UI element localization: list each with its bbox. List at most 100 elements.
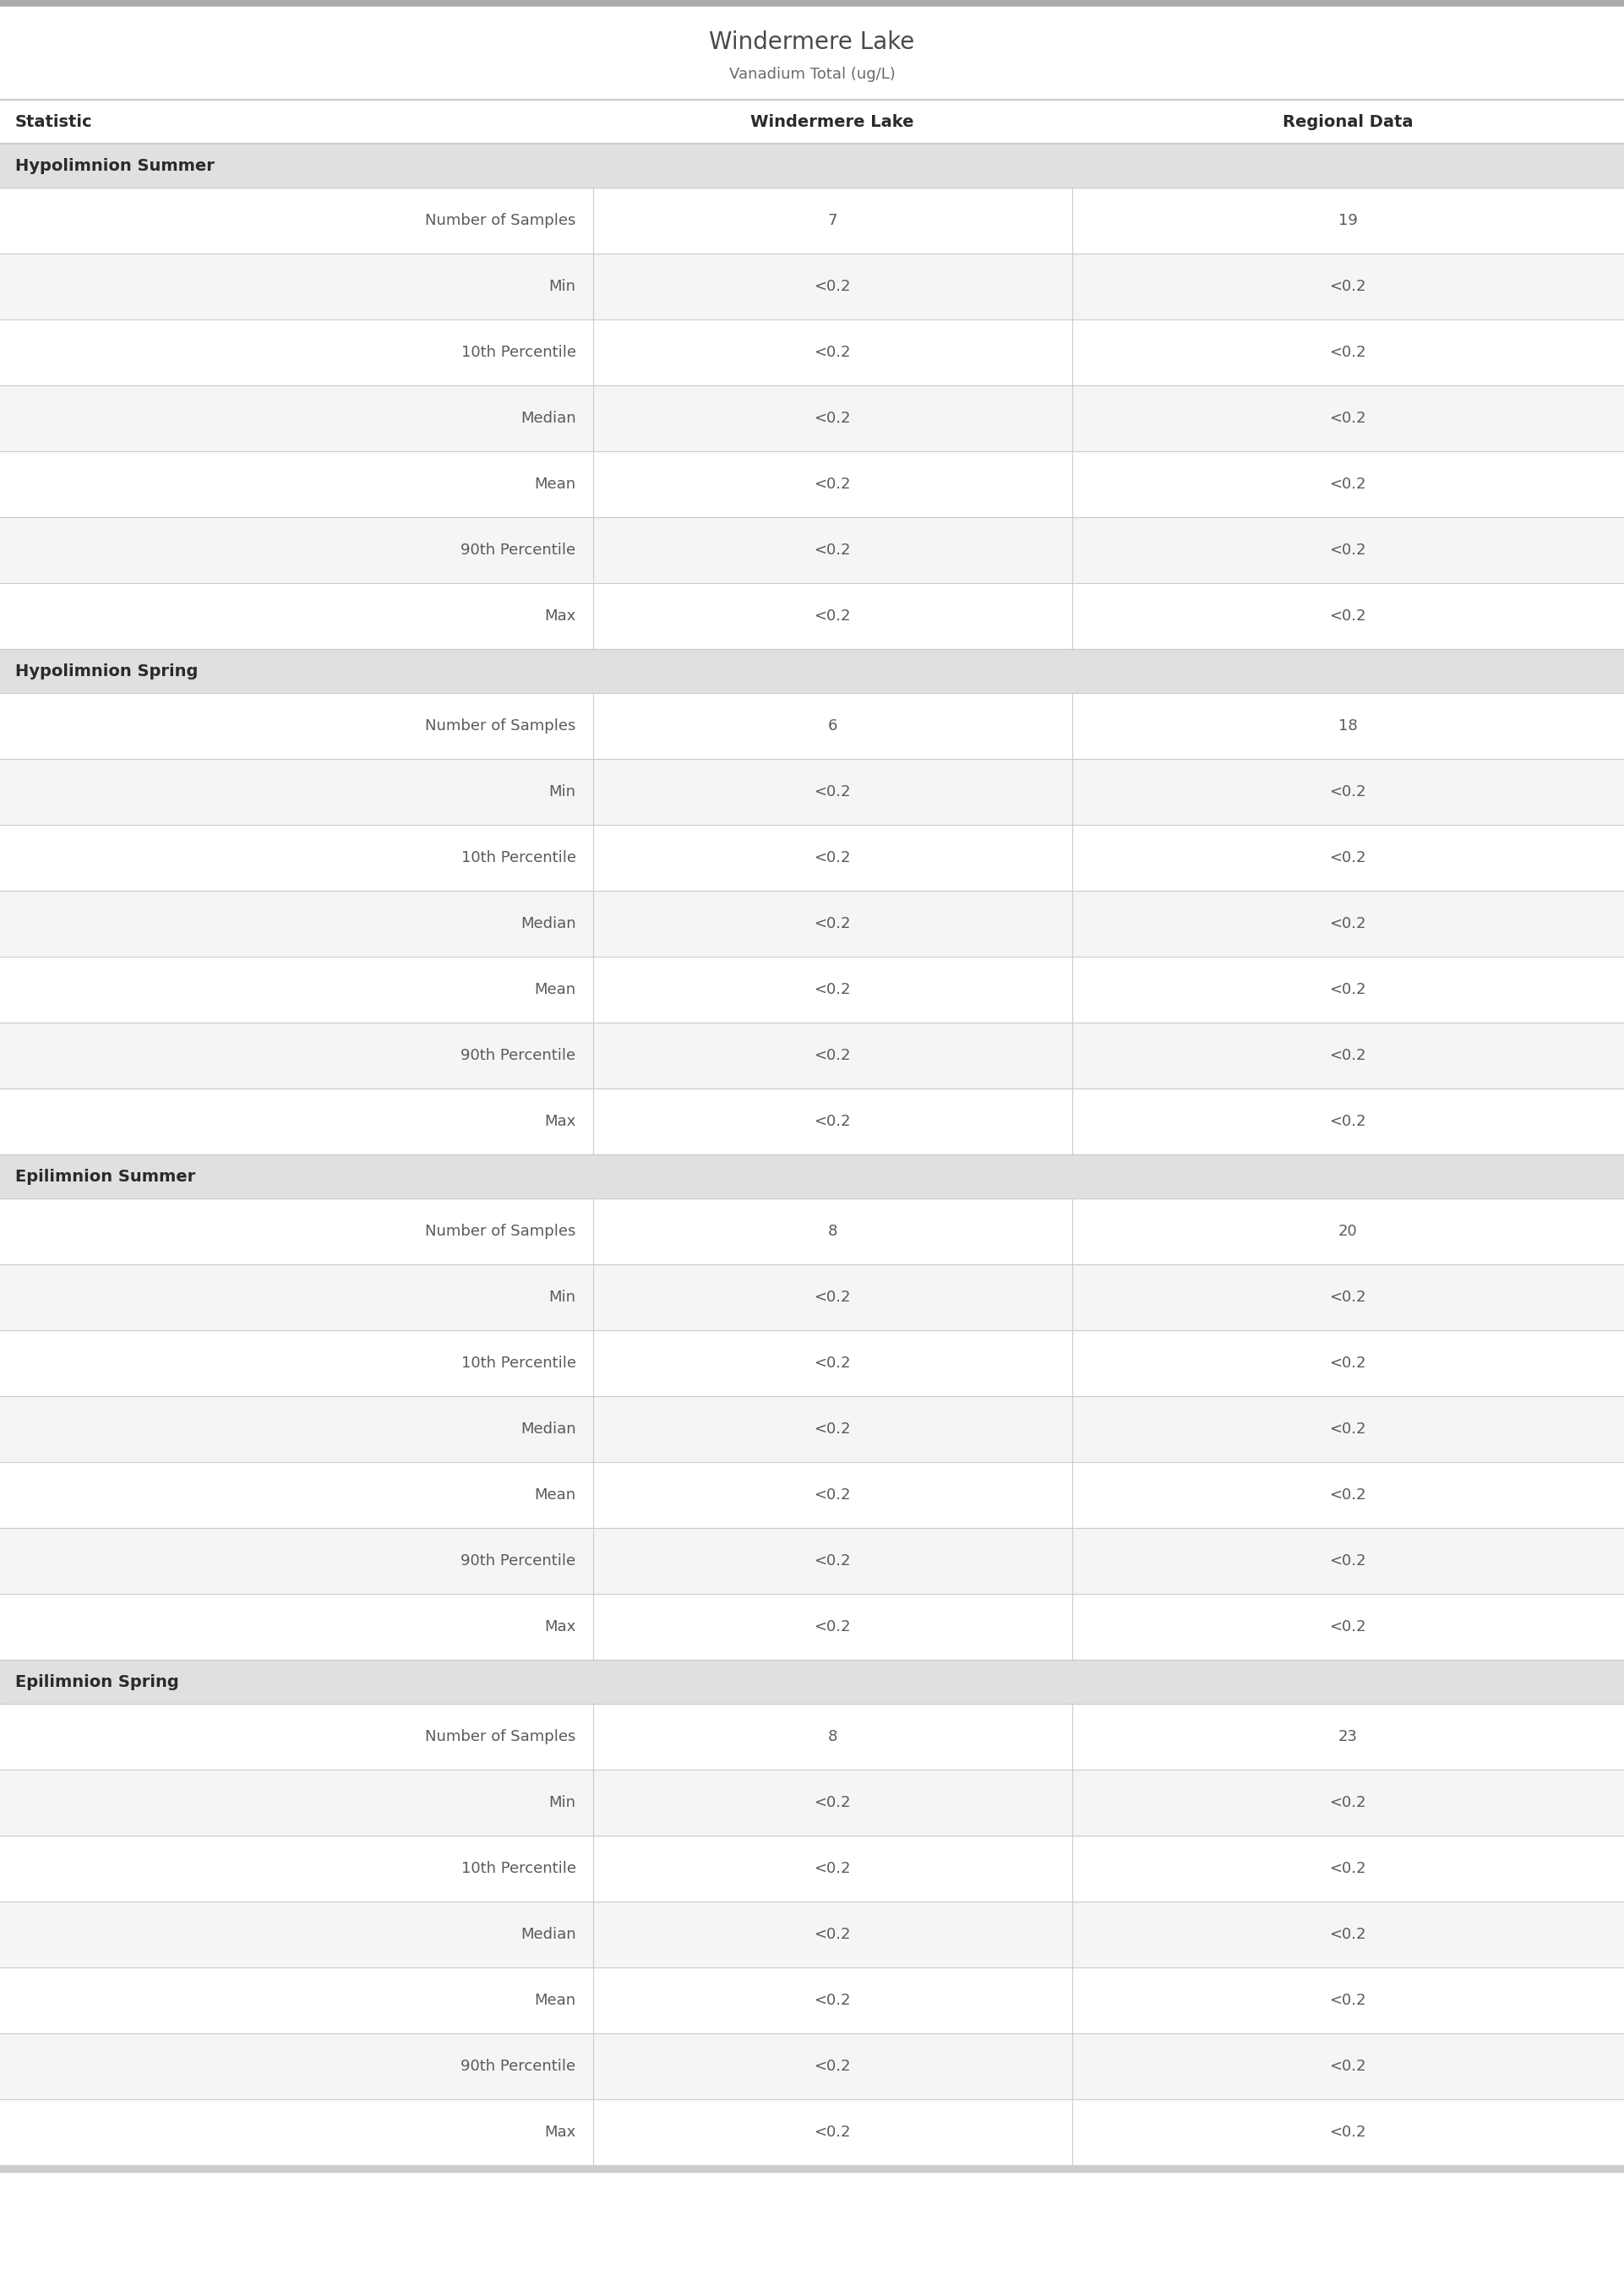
Text: <0.2: <0.2 [1330,2125,1366,2141]
Bar [0,143,1624,188]
Text: <0.2: <0.2 [1330,1553,1366,1569]
Text: Epilimnion Summer: Epilimnion Summer [15,1169,195,1185]
Bar [0,1902,1624,1968]
Text: <0.2: <0.2 [814,2125,851,2141]
Bar [0,649,1624,692]
Text: <0.2: <0.2 [814,1861,851,1877]
Text: <0.2: <0.2 [814,543,851,558]
Text: <0.2: <0.2 [1330,1049,1366,1062]
Text: Number of Samples: Number of Samples [425,1224,577,1239]
Text: <0.2: <0.2 [1330,345,1366,361]
Text: <0.2: <0.2 [1330,983,1366,997]
Bar [0,2166,1624,2172]
Bar [0,188,1624,254]
Text: <0.2: <0.2 [1330,1861,1366,1877]
Text: Statistic: Statistic [15,114,93,129]
Bar [0,1594,1624,1659]
Bar [0,1968,1624,2034]
Text: 8: 8 [828,1224,836,1239]
Text: 23: 23 [1338,1730,1358,1743]
Text: 90th Percentile: 90th Percentile [461,2059,577,2075]
Text: 90th Percentile: 90th Percentile [461,1049,577,1062]
Text: Mean: Mean [534,1487,577,1503]
Text: <0.2: <0.2 [814,1927,851,1943]
Text: Median: Median [520,917,577,931]
Text: Windermere Lake: Windermere Lake [710,30,914,54]
Text: 19: 19 [1338,213,1358,229]
Text: <0.2: <0.2 [814,2059,851,2075]
Text: <0.2: <0.2 [1330,608,1366,624]
Bar [0,386,1624,452]
Text: Max: Max [544,608,577,624]
Bar [0,1528,1624,1594]
Bar [0,100,1624,143]
Bar [0,7,1624,100]
Text: <0.2: <0.2 [814,1289,851,1305]
Bar [0,1396,1624,1462]
Text: <0.2: <0.2 [814,477,851,493]
Text: Max: Max [544,1619,577,1634]
Text: <0.2: <0.2 [814,345,851,361]
Text: Median: Median [520,1421,577,1437]
Bar [0,1199,1624,1264]
Text: Number of Samples: Number of Samples [425,717,577,733]
Text: Max: Max [544,2125,577,2141]
Text: 8: 8 [828,1730,836,1743]
Text: <0.2: <0.2 [1330,917,1366,931]
Text: <0.2: <0.2 [1330,279,1366,295]
Text: Hypolimnion Spring: Hypolimnion Spring [15,663,198,679]
Text: <0.2: <0.2 [814,1487,851,1503]
Text: <0.2: <0.2 [814,1355,851,1371]
Text: <0.2: <0.2 [1330,1421,1366,1437]
Text: <0.2: <0.2 [1330,851,1366,865]
Text: 90th Percentile: 90th Percentile [461,1553,577,1569]
Bar [0,583,1624,649]
Bar [0,1771,1624,1836]
Bar [0,824,1624,890]
Bar [0,0,1624,7]
Text: Min: Min [549,279,577,295]
Text: Mean: Mean [534,1993,577,2009]
Text: <0.2: <0.2 [1330,411,1366,427]
Bar [0,1836,1624,1902]
Bar [0,890,1624,956]
Text: <0.2: <0.2 [814,1993,851,2009]
Text: <0.2: <0.2 [814,279,851,295]
Text: 10th Percentile: 10th Percentile [461,1861,577,1877]
Bar [0,452,1624,518]
Text: <0.2: <0.2 [814,608,851,624]
Text: <0.2: <0.2 [1330,1115,1366,1128]
Text: Epilimnion Spring: Epilimnion Spring [15,1673,179,1689]
Bar [0,320,1624,386]
Text: Mean: Mean [534,477,577,493]
Text: Regional Data: Regional Data [1283,114,1413,129]
Text: 10th Percentile: 10th Percentile [461,345,577,361]
Text: <0.2: <0.2 [814,1553,851,1569]
Bar [0,692,1624,758]
Text: <0.2: <0.2 [814,917,851,931]
Text: Number of Samples: Number of Samples [425,213,577,229]
Bar [0,956,1624,1022]
Bar [0,254,1624,320]
Text: <0.2: <0.2 [1330,1355,1366,1371]
Text: 6: 6 [828,717,836,733]
Text: Median: Median [520,1927,577,1943]
Text: Median: Median [520,411,577,427]
Text: <0.2: <0.2 [1330,1993,1366,2009]
Text: 7: 7 [828,213,836,229]
Text: 10th Percentile: 10th Percentile [461,1355,577,1371]
Bar [0,1462,1624,1528]
Text: <0.2: <0.2 [1330,543,1366,558]
Text: <0.2: <0.2 [814,1796,851,1809]
Text: 20: 20 [1338,1224,1358,1239]
Text: <0.2: <0.2 [1330,1289,1366,1305]
Text: Vanadium Total (ug/L): Vanadium Total (ug/L) [729,68,895,82]
Text: Min: Min [549,783,577,799]
Text: Max: Max [544,1115,577,1128]
Bar [0,1022,1624,1090]
Text: <0.2: <0.2 [814,1619,851,1634]
Text: <0.2: <0.2 [814,851,851,865]
Text: <0.2: <0.2 [1330,2059,1366,2075]
Text: 90th Percentile: 90th Percentile [461,543,577,558]
Text: <0.2: <0.2 [1330,1796,1366,1809]
